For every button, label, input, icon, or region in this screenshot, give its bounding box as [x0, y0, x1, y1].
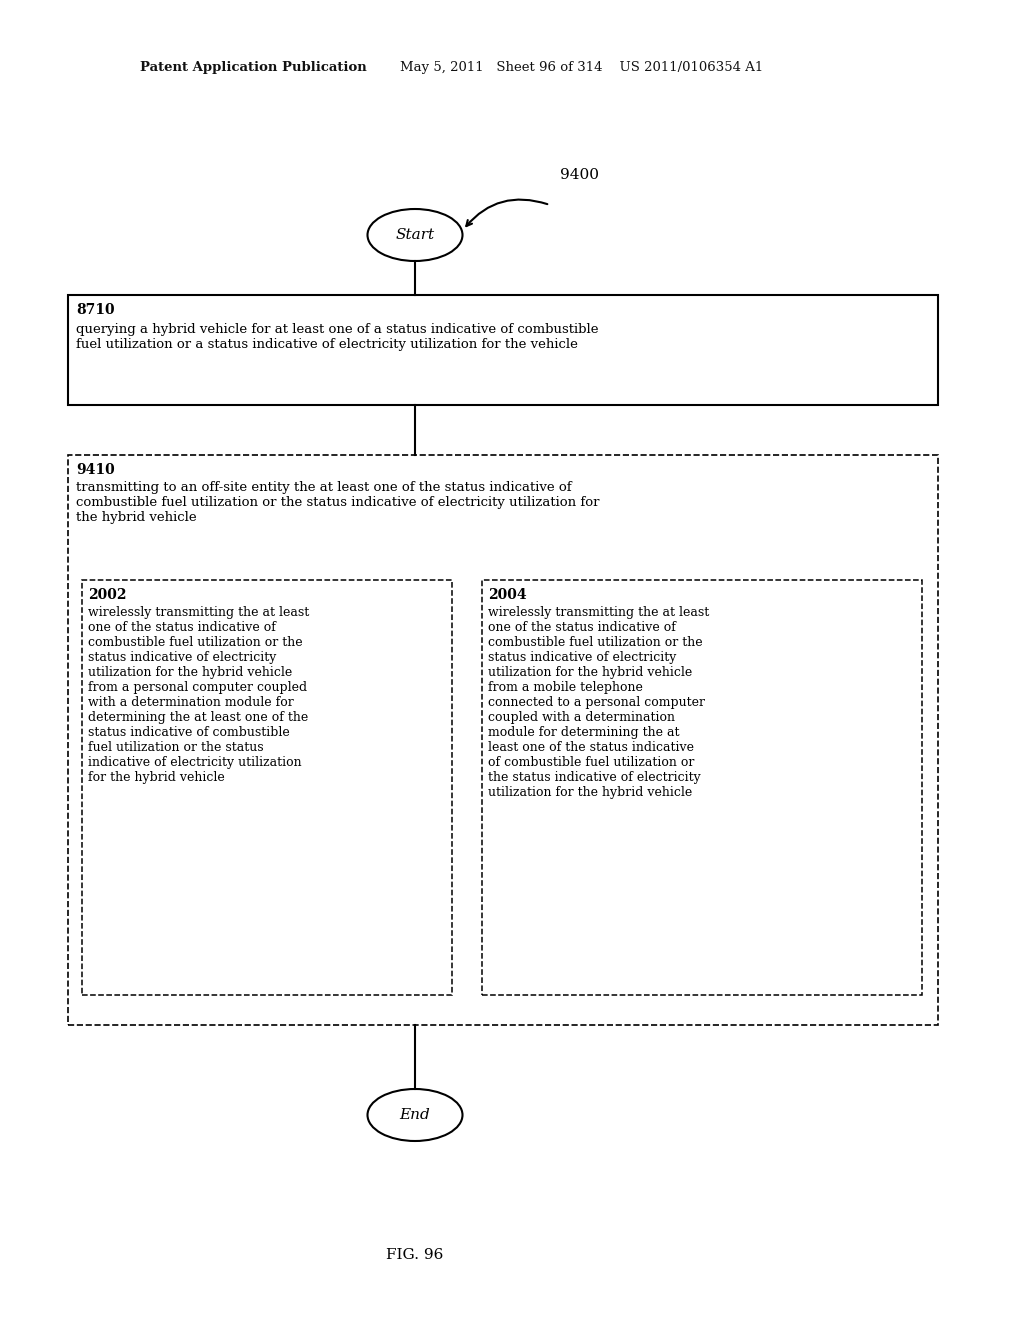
Text: querying a hybrid vehicle for at least one of a status indicative of combustible: querying a hybrid vehicle for at least o… — [76, 323, 598, 351]
Text: transmitting to an off-site entity the at least one of the status indicative of
: transmitting to an off-site entity the a… — [76, 480, 599, 524]
Text: May 5, 2011   Sheet 96 of 314    US 2011/0106354 A1: May 5, 2011 Sheet 96 of 314 US 2011/0106… — [400, 62, 763, 74]
Text: Patent Application Publication: Patent Application Publication — [140, 62, 367, 74]
Text: 9410: 9410 — [76, 463, 115, 477]
Text: 2002: 2002 — [88, 587, 127, 602]
Bar — [68, 455, 938, 1026]
Text: 2004: 2004 — [488, 587, 526, 602]
Text: 8710: 8710 — [76, 304, 115, 317]
Bar — [68, 294, 938, 405]
Bar — [482, 579, 922, 995]
Text: wirelessly transmitting the at least
one of the status indicative of
combustible: wirelessly transmitting the at least one… — [88, 606, 309, 784]
Text: wirelessly transmitting the at least
one of the status indicative of
combustible: wirelessly transmitting the at least one… — [488, 606, 710, 799]
Text: 9400: 9400 — [560, 168, 599, 182]
Text: FIG. 96: FIG. 96 — [386, 1247, 443, 1262]
Bar — [82, 579, 452, 995]
Text: End: End — [399, 1107, 430, 1122]
Text: Start: Start — [395, 228, 434, 242]
